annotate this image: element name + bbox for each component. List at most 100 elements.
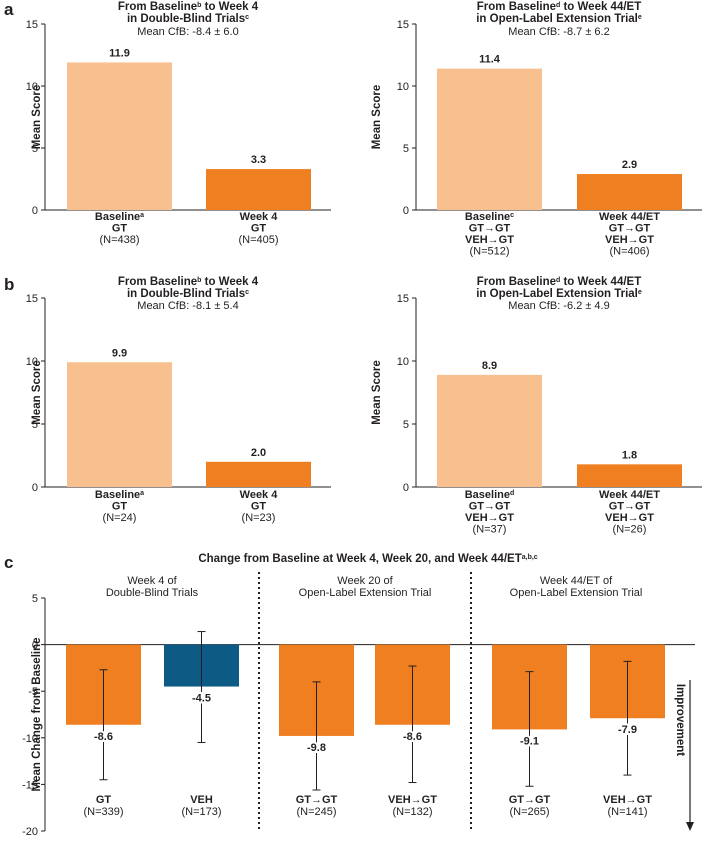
chart-title-line-1: From Baselined to Week 44/ET (477, 1, 642, 13)
y-tick-label: 5 (32, 419, 38, 431)
y-tick-label: 0 (32, 205, 38, 217)
category-label: GT→GT (509, 794, 551, 806)
category-label: Baselined (465, 489, 515, 501)
category-n-label: (N=26) (613, 524, 647, 536)
y-tick-label: 0 (32, 482, 38, 494)
bar-value-label: 3.3 (251, 154, 266, 166)
category-label: Week 44/ET (599, 211, 660, 223)
y-axis-label: Mean Score (31, 360, 43, 425)
category-label: GT (251, 223, 267, 235)
category-n-label: (N=132) (392, 806, 432, 818)
category-label: VEH→GT (465, 234, 514, 246)
chart-subtitle: Mean CfB: -8.4 ± 6.0 (137, 26, 238, 38)
category-n-label: (N=173) (181, 806, 221, 818)
y-tick-label: 5 (32, 143, 38, 155)
category-label: GT (251, 501, 267, 513)
y-axis-label: Mean Score (371, 85, 383, 150)
category-label: GT→GT (609, 223, 651, 235)
chart-title-line-2: in Open-Label Extension Triale (476, 13, 642, 25)
y-tick-label: 10 (397, 81, 409, 93)
chart-subtitle: Mean CfB: -6.2 ± 4.9 (508, 300, 609, 312)
category-label: GT→GT (296, 794, 338, 806)
category-n-label: (N=37) (473, 524, 507, 536)
group-label: Week 44/ET of (540, 575, 613, 587)
category-label: VEH→GT (605, 512, 654, 524)
y-tick-label: 0 (32, 640, 38, 652)
category-n-label: (N=406) (609, 246, 649, 258)
category-label: GT (112, 223, 128, 235)
category-label: Week 4 (240, 211, 279, 223)
category-label: GT (96, 794, 112, 806)
panel-label: b (4, 275, 14, 294)
category-label: Baselinec (465, 211, 514, 223)
bar-value-label: -7.9 (618, 724, 637, 736)
bar (437, 68, 542, 210)
category-n-label: (N=405) (238, 234, 278, 246)
y-tick-label: 10 (26, 81, 38, 93)
improvement-label: Improvement (674, 684, 686, 756)
y-tick-label: 0 (403, 482, 409, 494)
category-label: GT→GT (469, 501, 511, 513)
category-label: GT→GT (469, 223, 511, 235)
category-label: VEH→GT (603, 794, 652, 806)
y-tick-label: 15 (397, 19, 409, 31)
group-label: Open-Label Extension Trial (510, 587, 643, 599)
category-n-label: (N=245) (296, 806, 336, 818)
bar-value-label: -8.6 (94, 731, 113, 743)
bar-value-label: -8.6 (403, 731, 422, 743)
bar-value-label: 11.9 (109, 47, 130, 59)
bar (67, 362, 172, 487)
bar-value-label: -9.1 (520, 735, 539, 747)
chart-subtitle: Mean CfB: -8.1 ± 5.4 (137, 300, 238, 312)
chart-title-line-1: From Baselineb to Week 4 (118, 1, 259, 13)
chart-title-line-2: in Double-Blind Trialsc (127, 288, 249, 300)
chart-title-line-1: From Baselined to Week 44/ET (477, 276, 642, 288)
y-tick-label: 10 (397, 356, 409, 368)
category-label: GT→GT (609, 501, 651, 513)
category-label: VEH→GT (388, 794, 437, 806)
bar-value-label: 9.9 (112, 347, 127, 359)
y-tick-label: 10 (26, 356, 38, 368)
bar-value-label: -4.5 (192, 693, 211, 705)
category-n-label: (N=512) (469, 246, 509, 258)
y-tick-label: 5 (403, 419, 409, 431)
category-n-label: (N=339) (83, 806, 123, 818)
group-label: Open-Label Extension Trial (299, 587, 432, 599)
category-label: VEH (190, 794, 213, 806)
group-label: Week 4 of (127, 575, 177, 587)
y-tick-label: 0 (403, 205, 409, 217)
bar-value-label: 2.9 (622, 159, 637, 171)
category-label: Baselinea (95, 211, 144, 223)
group-label: Double-Blind Trials (106, 587, 199, 599)
bar-value-label: 2.0 (251, 447, 266, 459)
category-label: Week 44/ET (599, 489, 660, 501)
improvement-arrow-head (686, 822, 694, 831)
category-n-label: (N=24) (103, 512, 137, 524)
chart-subtitle: Mean CfB: -8.7 ± 6.2 (508, 26, 609, 38)
panel-label: a (4, 0, 14, 19)
y-tick-label: -5 (28, 686, 38, 698)
category-label: Baselinea (95, 489, 144, 501)
bar (67, 62, 172, 210)
y-tick-label: 15 (26, 19, 38, 31)
chart-title-line-1: From Baselineb to Week 4 (118, 276, 259, 288)
y-axis-label: Mean Score (371, 360, 383, 425)
y-tick-label: 15 (397, 293, 409, 305)
category-n-label: (N=141) (607, 806, 647, 818)
y-tick-label: 5 (403, 143, 409, 155)
bar (206, 169, 311, 210)
bar-value-label: 11.4 (479, 54, 501, 66)
chart-title-line-2: in Open-Label Extension Triale (476, 288, 642, 300)
chart-title: Change from Baseline at Week 4, Week 20,… (198, 553, 537, 565)
category-label: VEH→GT (465, 512, 514, 524)
y-axis-label: Mean Score (31, 85, 43, 150)
y-tick-label: -20 (22, 826, 38, 838)
group-label: Week 20 of (337, 575, 393, 587)
bar (206, 461, 311, 487)
y-tick-label: 5 (32, 593, 38, 605)
bar-value-label: 8.9 (482, 360, 497, 372)
category-label: GT (112, 501, 128, 513)
bar-value-label: 1.8 (622, 449, 637, 461)
bar (577, 174, 682, 210)
